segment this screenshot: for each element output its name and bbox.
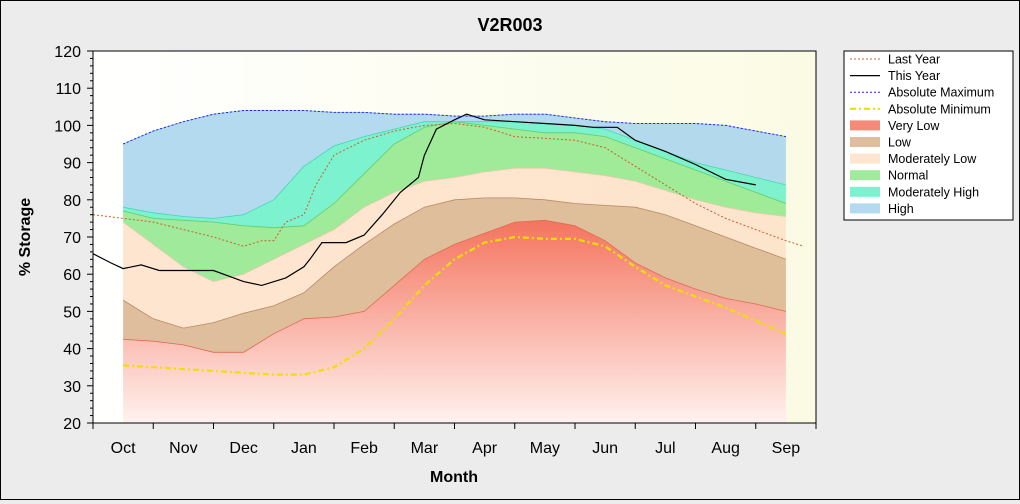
legend-label-this-year: This Year	[888, 69, 940, 83]
legend-label-low: Low	[888, 136, 912, 150]
chart-title: V2R003	[477, 15, 542, 35]
legend-swatch-moderately-high	[850, 186, 880, 197]
legend-swatch-normal	[850, 170, 880, 181]
band-edge-very-low	[123, 219, 786, 353]
y-tick-label: 80	[63, 193, 81, 210]
y-tick-label: 100	[54, 118, 81, 135]
y-tick-label: 20	[63, 416, 81, 433]
x-tick-label-jun: Jun	[592, 440, 618, 457]
series-this-year	[92, 113, 756, 287]
legend-label-normal: Normal	[888, 169, 928, 183]
x-tick-label-feb: Feb	[350, 440, 378, 457]
x-tick-label-jul: Jul	[655, 440, 675, 457]
series-last-year	[92, 122, 805, 247]
series-absolute-minimum	[123, 235, 787, 376]
legend-label-last-year: Last Year	[888, 53, 940, 67]
y-tick-label: 30	[63, 379, 81, 396]
x-tick-label-apr: Apr	[472, 440, 498, 457]
legend-swatch-low	[850, 137, 880, 147]
x-tick-label-sep: Sep	[772, 440, 801, 457]
band-normal	[123, 121, 786, 282]
x-tick-label-nov: Nov	[169, 440, 197, 457]
legend-swatch-high	[850, 203, 880, 214]
y-axis-label: % Storage	[17, 198, 34, 276]
x-tick-label-mar: Mar	[411, 440, 439, 457]
x-axis: Oct Nov Dec Jan Feb Mar Apr May Jun Jul Aug Sep	[92, 423, 817, 457]
legend-label-very-low: Very Low	[888, 119, 940, 133]
y-tick-label: 40	[63, 342, 81, 359]
band-low	[123, 197, 786, 353]
band-edge-moderately-low	[122, 167, 786, 283]
x-tick-label-dec: Dec	[229, 440, 257, 457]
y-tick-label: 50	[63, 304, 81, 321]
legend-label-moderately-high: Moderately High	[888, 185, 979, 199]
x-axis-label: Month	[430, 469, 478, 486]
y-tick-label: 60	[63, 267, 81, 284]
legend-label-moderately-low: Moderately Low	[888, 152, 977, 166]
legend-label-absolute-minimum: Absolute Minimum	[888, 102, 991, 116]
band-areas	[122, 110, 787, 423]
band-edge-low	[122, 197, 787, 329]
x-tick-label-aug: Aug	[711, 440, 739, 457]
legend-label-absolute-maximum: Absolute Maximum	[888, 86, 994, 100]
band-moderately-low	[123, 168, 786, 329]
y-tick-label: 90	[63, 156, 81, 173]
band-moderately-high	[123, 121, 786, 228]
y-tick-label: 110	[55, 81, 81, 98]
series-lines	[92, 110, 805, 376]
x-tick-label-jan: Jan	[291, 440, 317, 457]
legend: Last Year This Year Absolute Maximum Absolu…	[843, 50, 1014, 221]
legend-label-high: High	[888, 202, 914, 216]
legend-swatch-moderately-low	[850, 153, 880, 164]
x-tick-label-oct: Oct	[111, 440, 136, 457]
legend-swatch-very-low	[850, 120, 880, 131]
x-tick-label-may: May	[530, 440, 560, 457]
y-tick-label: 70	[63, 230, 81, 247]
y-axis: 20 30 40 50 60 70 80 90 100 110 120	[54, 44, 93, 433]
y-tick-label: 120	[54, 44, 81, 61]
series-absolute-maximum	[122, 110, 786, 145]
band-high	[123, 110, 786, 219]
band-very-low	[123, 220, 786, 423]
